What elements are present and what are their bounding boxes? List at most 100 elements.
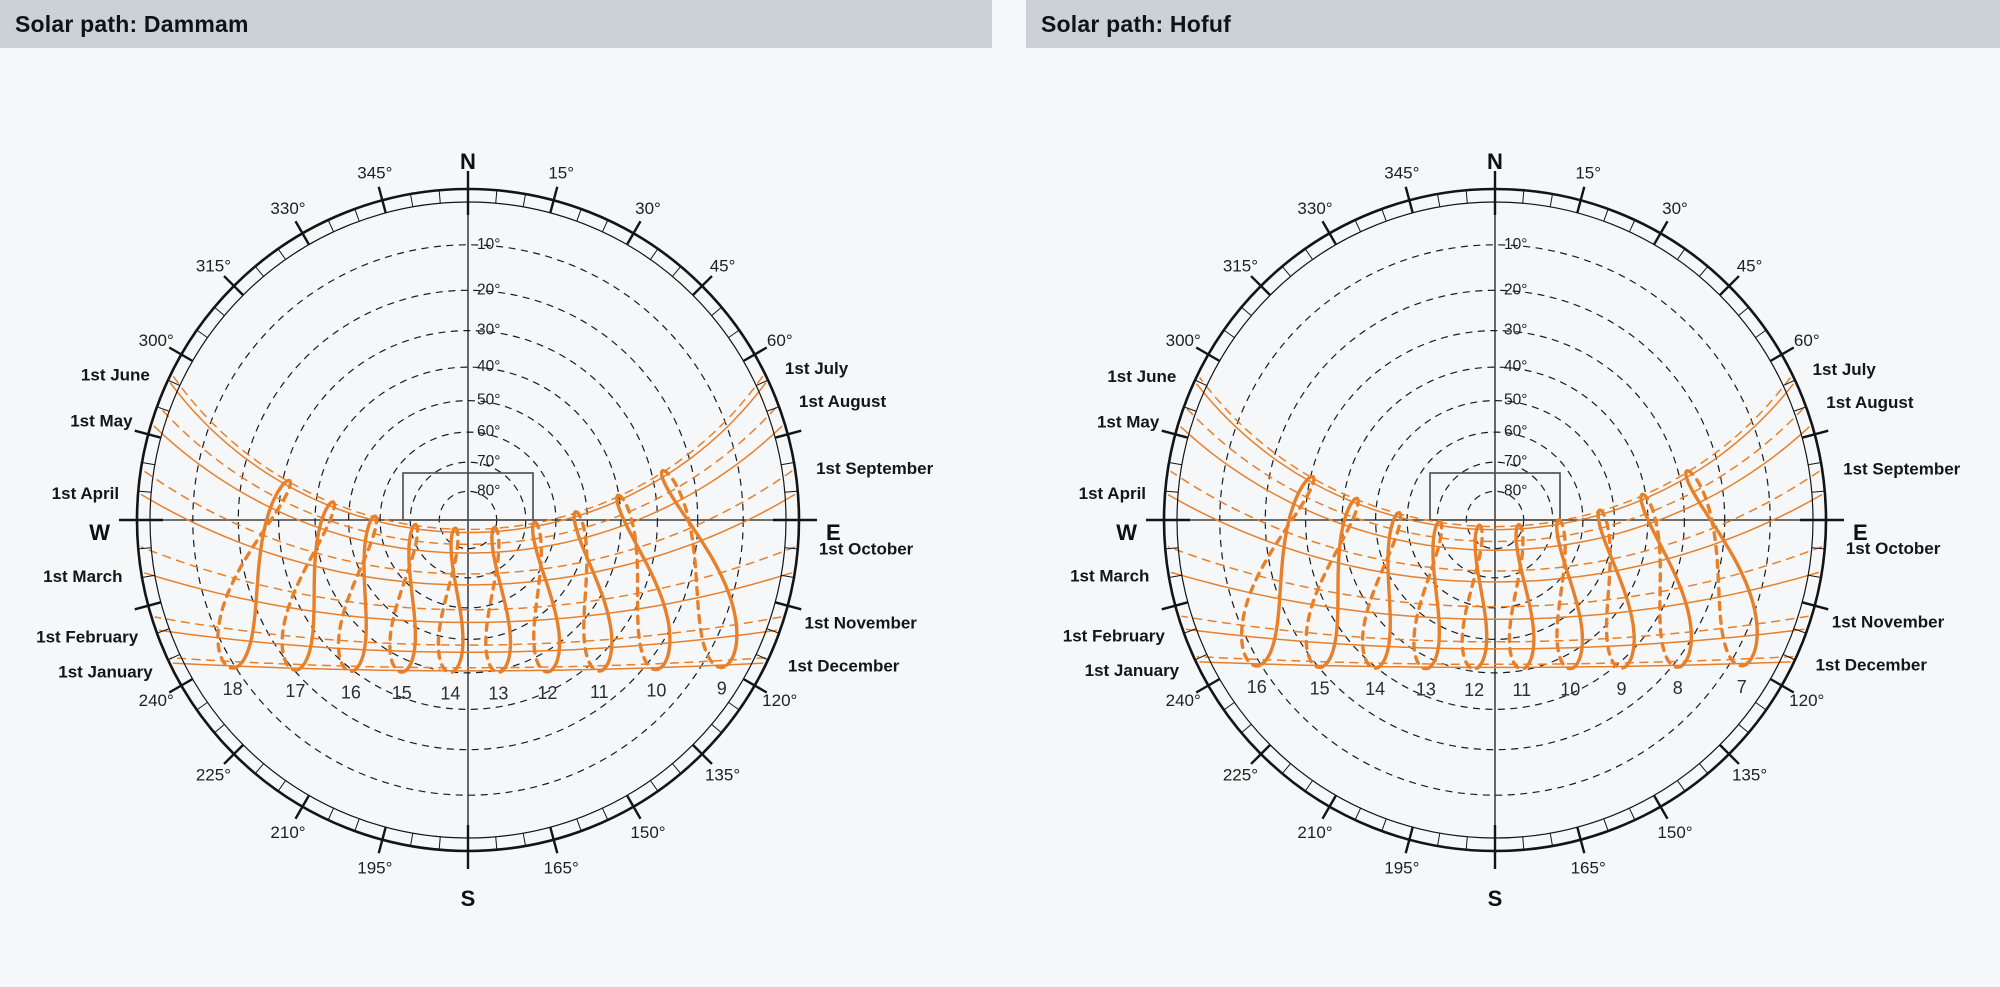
month-labels: 1st January 1st February 1st March 1st Apri… — [1063, 360, 1961, 680]
azimuth-label: 240° — [1166, 691, 1201, 710]
month-curve — [1167, 545, 1823, 608]
hour-curve-solid — [236, 478, 292, 668]
azimuth-label: 15° — [1575, 163, 1601, 182]
hour-curve-solid — [1639, 492, 1693, 667]
hour-curve-solid — [1555, 518, 1585, 669]
azimuth-label: 15° — [548, 163, 574, 182]
month-curve — [144, 572, 792, 624]
east-label: E — [826, 520, 841, 545]
month-curve — [140, 546, 796, 611]
hour-label: 12 — [537, 683, 557, 703]
month-label: 1st April — [1079, 484, 1146, 503]
altitude-label: 50° — [477, 392, 500, 409]
hour-curve-solid — [1428, 519, 1442, 669]
month-label: 1st March — [1070, 566, 1149, 585]
azimuth-label: 30° — [1662, 199, 1688, 218]
azimuth-label: 45° — [1737, 256, 1763, 275]
north-label: N — [1487, 149, 1503, 174]
azimuth-label: 150° — [1657, 823, 1692, 842]
hour-curve-solid — [530, 520, 562, 672]
hour-curve-solid — [353, 514, 377, 672]
month-label: 1st December — [788, 657, 900, 676]
hour-curve-dashed — [1685, 469, 1750, 668]
hour-labels: 7 8 9 10 11 12 13 14 15 16 — [1247, 677, 1747, 700]
hour-curve-solid — [490, 525, 513, 673]
azimuth-label: 120° — [1789, 691, 1824, 710]
azimuth-label: 45° — [710, 256, 736, 275]
hour-label: 16 — [1247, 677, 1267, 697]
hour-label: 17 — [285, 681, 305, 701]
hour-curve-dashed — [1555, 518, 1577, 671]
azimuth-label: 30° — [635, 199, 661, 218]
azimuth-label: 135° — [1732, 766, 1767, 785]
azimuth-label: 210° — [1297, 823, 1332, 842]
month-curve — [172, 375, 764, 531]
azimuth-label: 330° — [270, 199, 305, 218]
hour-curve-dashed — [1640, 492, 1685, 669]
page-title-dammam: Solar path: Dammam — [15, 10, 249, 37]
hour-label: 9 — [1616, 679, 1626, 699]
month-label: 1st July — [1813, 360, 1877, 379]
azimuth-label: 345° — [1384, 163, 1419, 182]
azimuth-label: 60° — [1794, 331, 1820, 350]
north-label: N — [460, 149, 476, 174]
altitude-label: 70° — [1504, 453, 1527, 470]
hour-label: 13 — [488, 683, 508, 703]
hour-curve-dashed — [1412, 519, 1444, 671]
hour-curve-solid — [449, 526, 465, 673]
hour-curve-dashed — [616, 493, 664, 672]
hour-label: 14 — [1365, 679, 1385, 699]
month-curve — [1186, 407, 1804, 543]
altitude-label: 40° — [477, 358, 500, 375]
hour-label: 11 — [1512, 680, 1531, 700]
month-curve — [1196, 383, 1794, 531]
hour-curves — [216, 469, 739, 675]
altitude-label: 30° — [477, 322, 500, 339]
month-curve — [169, 382, 767, 534]
hour-label: 8 — [1673, 678, 1683, 698]
month-label: 1st December — [1815, 656, 1927, 675]
altitude-grid: 10° 20° 30° 40° 50° 60° 70° 80° — [123, 175, 813, 865]
azimuth-label: 120° — [762, 691, 797, 710]
hour-label: 10 — [1560, 680, 1580, 700]
month-label: 1st March — [43, 567, 122, 586]
month-curve — [159, 406, 777, 546]
hour-curve-solid — [1377, 511, 1401, 669]
azimuth-label: 225° — [1223, 766, 1258, 785]
hour-label: 18 — [223, 679, 243, 699]
hour-curve-solid — [1596, 508, 1636, 668]
azimuth-label: 150° — [630, 823, 665, 842]
east-label: E — [1853, 520, 1868, 545]
month-curve — [143, 470, 793, 575]
altitude-label: 60° — [1504, 423, 1527, 440]
altitude-label: 20° — [1504, 281, 1527, 298]
hour-curve-dashed — [1304, 496, 1360, 669]
titlebar-hofuf: Solar path: Hofuf — [1026, 0, 2000, 48]
hour-curve-solid — [572, 510, 614, 671]
month-curve — [1199, 377, 1791, 528]
hour-curve-dashed — [280, 500, 336, 672]
azimuth-labels: 15° 30° 45° 60° 120° 135° 150° 165° 195° 210° 225°… — [139, 163, 798, 877]
altitude-label: 50° — [1504, 392, 1527, 409]
hour-curve-dashed — [1507, 523, 1528, 671]
month-label: 1st February — [36, 628, 139, 647]
hour-curve-dashed — [388, 522, 420, 674]
altitude-label: 60° — [477, 423, 500, 440]
sunpath-chart-hofuf: 10° 20° 30° 40° 50° 60° 70° 80° 15° 30° 45° 60° 120°… — [1063, 149, 1961, 911]
month-label: 1st October — [1846, 539, 1941, 558]
hour-labels: 9 10 11 12 13 14 15 16 17 18 — [223, 678, 727, 703]
azimuth-label: 315° — [196, 256, 231, 275]
azimuth-label: 165° — [544, 859, 579, 878]
altitude-label: 70° — [477, 453, 500, 470]
month-curve — [153, 425, 783, 554]
sunpath-chart-dammam: 10° 20° 30° 40° 50° 60° 70° 80° 15° 30° 45° 60° 120°… — [36, 149, 934, 911]
hour-curve-dashed — [216, 479, 292, 670]
page-title-hofuf: Solar path: Hofuf — [1041, 10, 1231, 37]
titlebar-dammam: Solar path: Dammam — [0, 0, 992, 48]
hour-curve-dashed — [1460, 523, 1484, 671]
month-label: 1st January — [58, 662, 153, 681]
hour-curve-solid — [1514, 523, 1536, 670]
hour-curve-dashed — [1239, 475, 1316, 668]
azimuth-labels: 15° 30° 45° 60° 120° 135° 150° 165° 195° 210° 225°… — [1166, 163, 1825, 877]
month-label: 1st October — [819, 539, 914, 558]
